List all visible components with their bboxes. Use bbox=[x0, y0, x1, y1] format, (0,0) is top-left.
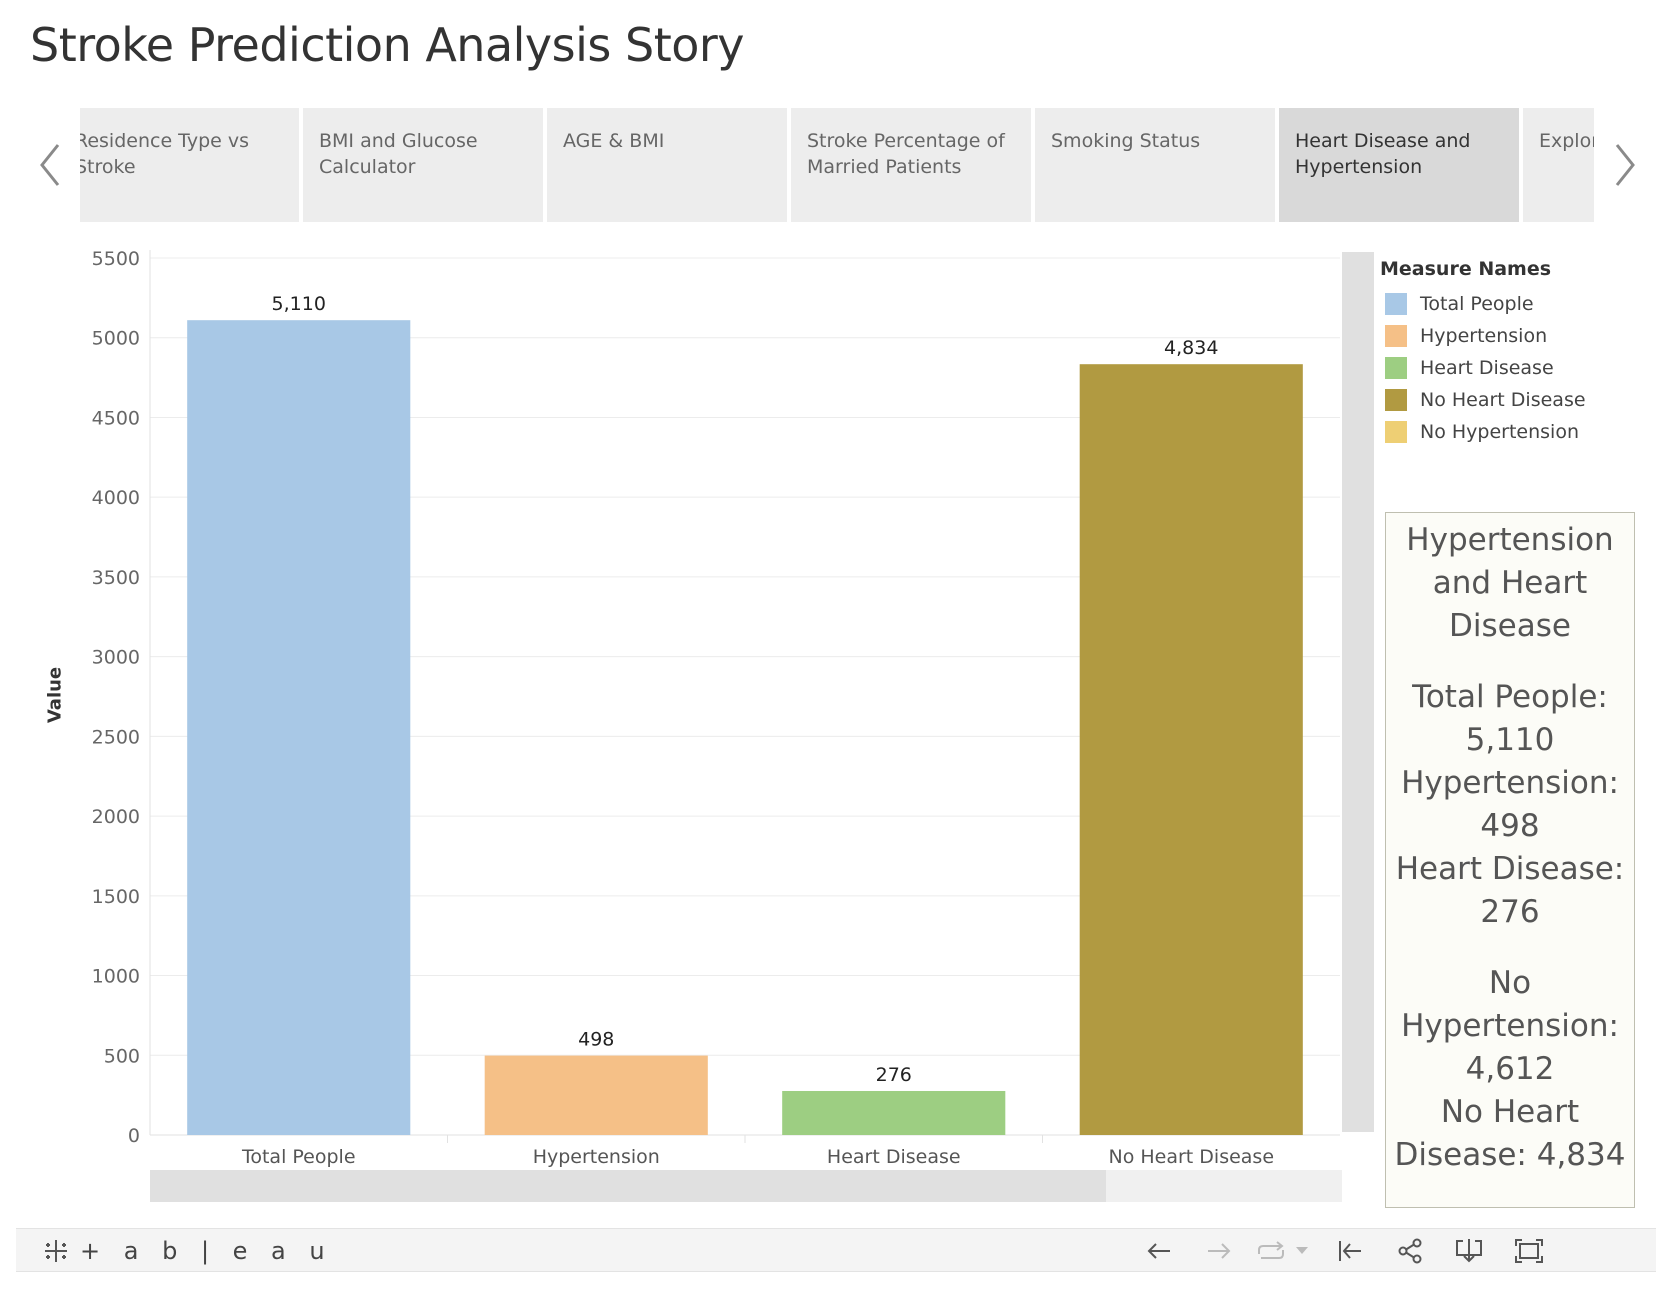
fullscreen-button[interactable] bbox=[1512, 1235, 1546, 1267]
summary-text-box: Hypertension and Heart Disease Total People… bbox=[1385, 512, 1635, 1208]
legend-swatch bbox=[1385, 389, 1407, 411]
summary-spacer bbox=[1390, 934, 1630, 962]
chevron-left-icon bbox=[40, 144, 60, 186]
vertical-scrollbar[interactable] bbox=[1342, 252, 1374, 1132]
summary-line: Heart Disease: bbox=[1395, 851, 1625, 887]
dropdown-icon bbox=[1296, 1247, 1308, 1254]
summary-line: Total People: bbox=[1412, 679, 1608, 715]
next-story-point-button[interactable] bbox=[1590, 108, 1660, 222]
story-title: Stroke Prediction Analysis Story bbox=[30, 18, 745, 72]
y-tick-label: 0 bbox=[128, 1125, 140, 1147]
data-label: 4,834 bbox=[1164, 337, 1218, 359]
bar bbox=[782, 1090, 1006, 1135]
tableau-logo-text: + a b | e a u bbox=[80, 1237, 333, 1265]
tab-heart-disease-hypertension[interactable]: Heart Disease and Hypertension bbox=[1279, 108, 1519, 222]
y-tick-label: 500 bbox=[104, 1045, 140, 1067]
legend-item[interactable]: No Hypertension bbox=[1385, 416, 1650, 448]
undo-icon bbox=[1147, 1243, 1170, 1259]
summary-line: 498 bbox=[1480, 808, 1540, 844]
summary-line: Disease bbox=[1449, 608, 1571, 644]
tab-stroke-married[interactable]: Stroke Percentage of Married Patients bbox=[791, 108, 1031, 222]
bar-chart: 0 500 1000 1500 2000 2500 3000 3500 4000 4500 5000… bbox=[92, 248, 1340, 1168]
redo-icon bbox=[1208, 1243, 1231, 1259]
summary-line: Disease: 4,834 bbox=[1394, 1137, 1626, 1173]
undo-button[interactable] bbox=[1142, 1235, 1176, 1267]
tab-age-bmi[interactable]: AGE & BMI bbox=[547, 108, 787, 222]
y-tick-label: 3000 bbox=[92, 647, 140, 669]
y-tick-label: 2000 bbox=[92, 806, 140, 828]
x-tick-label: No Heart Disease bbox=[1108, 1146, 1274, 1168]
legend-swatch bbox=[1385, 421, 1407, 443]
x-tick-label: Hypertension bbox=[533, 1146, 660, 1168]
legend-item[interactable]: Total People bbox=[1385, 288, 1650, 320]
tab-exploration[interactable]: Explora bbox=[1523, 108, 1594, 222]
chevron-right-icon bbox=[1615, 144, 1635, 186]
y-tick-label: 4000 bbox=[92, 487, 140, 509]
legend-label: No Hypertension bbox=[1420, 421, 1579, 443]
tableau-toolbar: + a b | e a u bbox=[16, 1228, 1656, 1272]
legend-title: Measure Names bbox=[1380, 258, 1552, 280]
bar bbox=[484, 1055, 708, 1135]
legend-label: Hypertension bbox=[1420, 325, 1548, 347]
previous-story-point-button[interactable] bbox=[15, 108, 85, 222]
legend-item[interactable]: Heart Disease bbox=[1385, 352, 1650, 384]
tab-residence-type[interactable]: Residence Type vs Stroke bbox=[80, 108, 299, 222]
legend-item[interactable]: Hypertension bbox=[1385, 320, 1650, 352]
data-label: 5,110 bbox=[272, 293, 326, 315]
summary-line: Hypertension bbox=[1406, 522, 1614, 558]
y-tick-label: 5000 bbox=[92, 328, 140, 350]
story-navigator: Residence Type vs Stroke BMI and Glucose… bbox=[0, 108, 1668, 222]
horizontal-scrollbar-thumb[interactable] bbox=[150, 1170, 1106, 1202]
legend-swatch bbox=[1385, 293, 1407, 315]
legend-item[interactable]: No Heart Disease bbox=[1385, 384, 1650, 416]
download-icon bbox=[1456, 1239, 1482, 1263]
summary-line: and Heart bbox=[1432, 565, 1588, 601]
tab-smoking-status[interactable]: Smoking Status bbox=[1035, 108, 1275, 222]
summary-line: 5,110 bbox=[1465, 722, 1555, 758]
legend-label: Total People bbox=[1420, 293, 1534, 315]
horizontal-scrollbar[interactable] bbox=[150, 1170, 1342, 1202]
reset-icon bbox=[1339, 1241, 1361, 1261]
share-icon bbox=[1398, 1238, 1422, 1264]
fullscreen-icon bbox=[1515, 1239, 1543, 1263]
bar bbox=[187, 320, 411, 1136]
reset-button[interactable] bbox=[1333, 1235, 1367, 1267]
summary-line: Hypertension: bbox=[1401, 1008, 1619, 1044]
revert-dropdown-button[interactable] bbox=[1292, 1235, 1312, 1267]
story-tabs: Residence Type vs Stroke BMI and Glucose… bbox=[80, 108, 1594, 222]
y-tick-label: 1500 bbox=[92, 886, 140, 908]
revert-button[interactable] bbox=[1254, 1235, 1288, 1267]
tab-bmi-glucose[interactable]: BMI and Glucose Calculator bbox=[303, 108, 543, 222]
summary-line: 276 bbox=[1480, 894, 1540, 930]
x-tick-label: Total People bbox=[241, 1146, 356, 1168]
tableau-logo[interactable]: + a b | e a u bbox=[42, 1237, 333, 1265]
data-label: 276 bbox=[876, 1064, 912, 1086]
legend-swatch bbox=[1385, 357, 1407, 379]
legend: Measure Names Total People Hypertension He… bbox=[1380, 258, 1650, 448]
summary-spacer bbox=[1390, 648, 1630, 676]
summary-line: No bbox=[1488, 965, 1532, 1001]
y-tick-label: 5500 bbox=[92, 248, 140, 270]
summary-line: Hypertension: bbox=[1401, 765, 1619, 801]
y-tick-label: 3500 bbox=[92, 567, 140, 589]
data-label: 498 bbox=[578, 1029, 614, 1051]
redo-button[interactable] bbox=[1202, 1235, 1236, 1267]
download-button[interactable] bbox=[1452, 1235, 1486, 1267]
y-tick-label: 2500 bbox=[92, 726, 140, 748]
bar bbox=[1079, 364, 1303, 1135]
summary-line: No Heart bbox=[1440, 1094, 1580, 1130]
revert-icon bbox=[1258, 1241, 1284, 1259]
legend-label: Heart Disease bbox=[1420, 357, 1554, 379]
x-tick-label: Heart Disease bbox=[827, 1146, 961, 1168]
tableau-logo-icon bbox=[45, 1240, 67, 1262]
y-tick-label: 1000 bbox=[92, 966, 140, 988]
summary-line: 4,612 bbox=[1465, 1051, 1555, 1087]
legend-swatch bbox=[1385, 325, 1407, 347]
legend-label: No Heart Disease bbox=[1420, 389, 1586, 411]
share-button[interactable] bbox=[1393, 1235, 1427, 1267]
y-tick-label: 4500 bbox=[92, 407, 140, 429]
